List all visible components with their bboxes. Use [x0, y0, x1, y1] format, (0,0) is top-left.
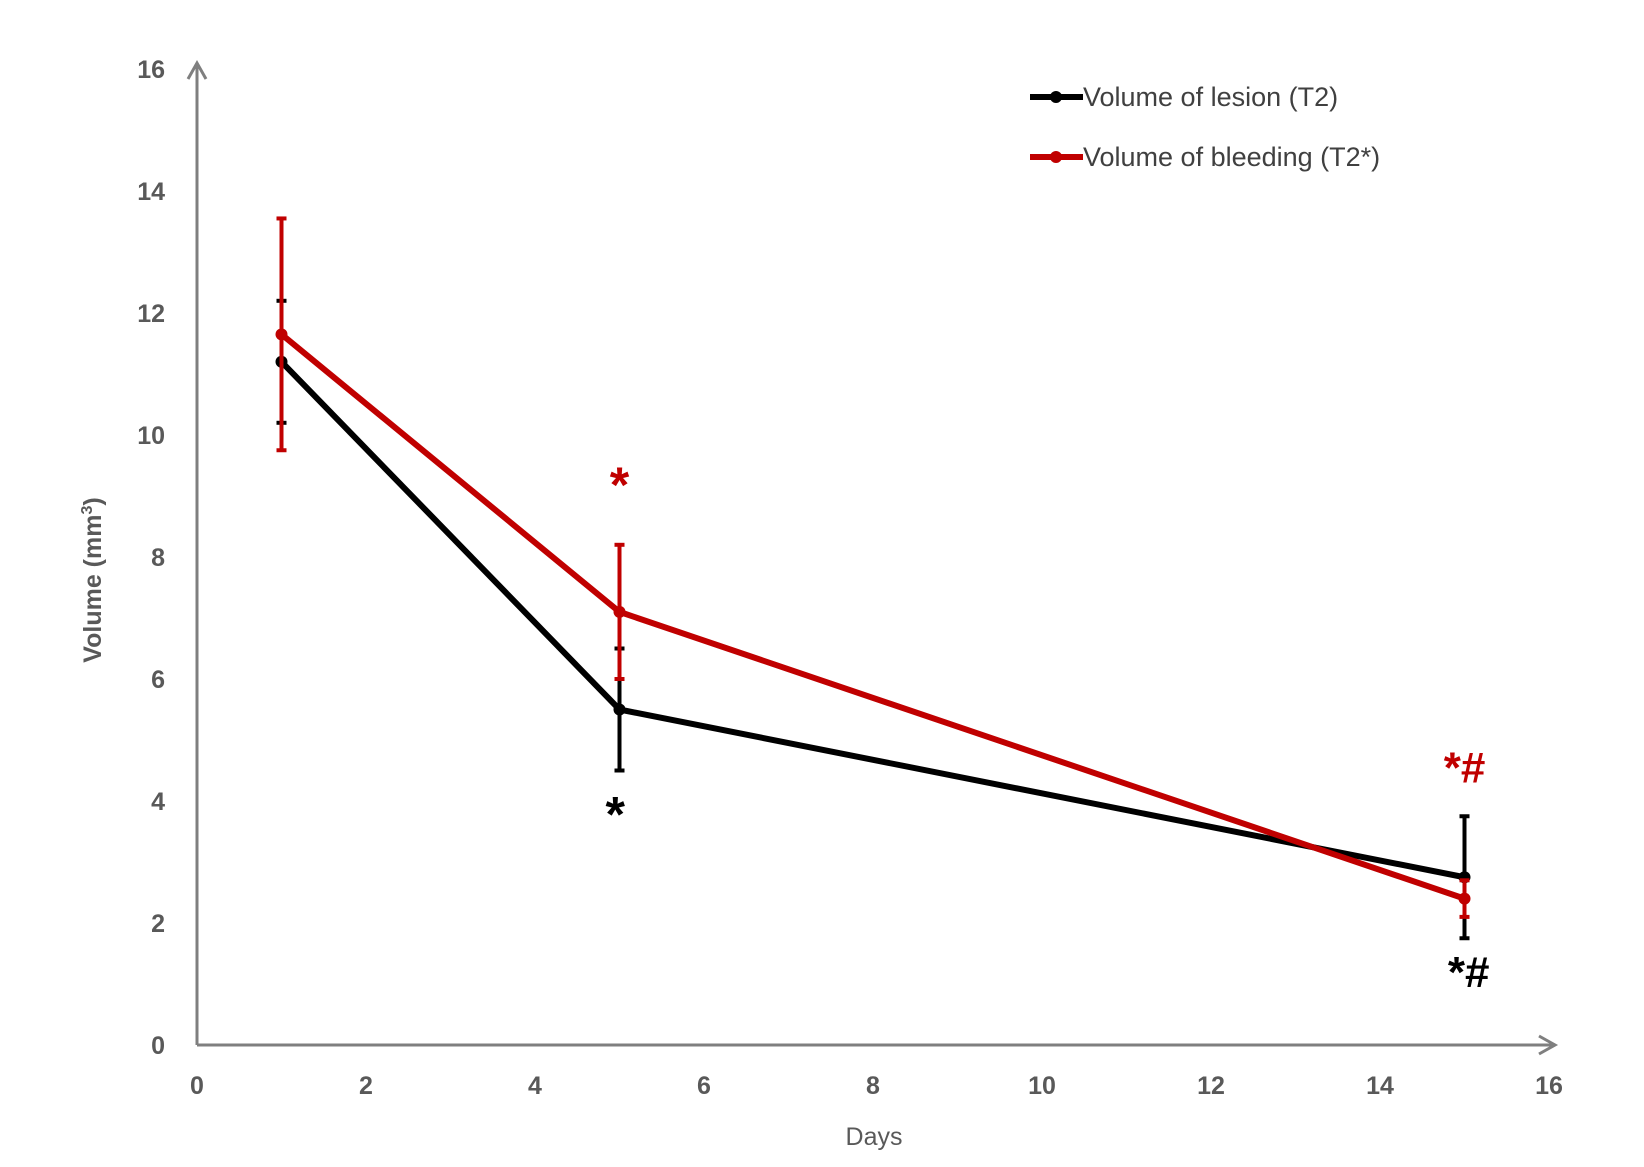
x-tick-label: 0 — [190, 1072, 204, 1100]
y-axis-label-main: Volume (mm — [79, 515, 107, 663]
significance-marker: * — [610, 457, 630, 513]
y-tick-label: 12 — [137, 300, 165, 328]
x-tick-label: 16 — [1535, 1072, 1563, 1100]
series-group — [275, 216, 1471, 941]
significance-marker: *# — [1444, 744, 1486, 793]
data-point — [613, 605, 626, 618]
significance-marker: *# — [1448, 948, 1490, 997]
y-tick-label: 6 — [151, 666, 165, 694]
series-line — [279, 359, 1466, 881]
data-point — [613, 703, 626, 716]
x-tick-label: 4 — [528, 1072, 542, 1100]
x-axis-label: Days — [846, 1123, 903, 1151]
y-tick-label: 14 — [137, 178, 165, 206]
y-tick-label: 4 — [151, 788, 165, 816]
legend-swatch-marker — [1050, 151, 1062, 163]
legend-item: Volume of bleeding (T2*) — [1030, 142, 1380, 172]
legend-item: Volume of lesion (T2) — [1030, 82, 1338, 112]
y-tick-label: 0 — [151, 1032, 165, 1060]
y-tick-label: 8 — [151, 544, 165, 572]
x-tick-label: 14 — [1366, 1072, 1394, 1100]
legend-label: Volume of bleeding (T2*) — [1083, 142, 1380, 172]
x-tick-label: 10 — [1028, 1072, 1056, 1100]
x-tick-label: 12 — [1197, 1072, 1225, 1100]
y-tick-label: 16 — [137, 56, 165, 84]
axes — [186, 59, 1559, 1056]
legend-swatch-marker — [1050, 91, 1062, 103]
data-point — [1458, 892, 1471, 905]
y-axis-arrow — [186, 59, 208, 80]
y-axis-label: Volume (mm3) — [79, 497, 107, 662]
x-tick-label: 2 — [359, 1072, 373, 1100]
x-tick-label: 6 — [697, 1072, 711, 1100]
tick-labels: 0 2 4 6 8 10 12 14 16 0 2 4 6 8 10 12 14 16 — [137, 56, 1563, 1100]
x-axis-arrow — [1538, 1034, 1559, 1056]
series-line — [279, 332, 1466, 902]
y-axis-label-close: ) — [79, 497, 107, 505]
significance-marker: * — [606, 787, 626, 843]
y-tick-label: 10 — [137, 422, 165, 450]
data-point — [275, 328, 288, 341]
x-tick-label: 8 — [866, 1072, 880, 1100]
series-bleeding — [275, 216, 1471, 919]
y-tick-label: 2 — [151, 910, 165, 938]
legend: Volume of lesion (T2) Volume of bleeding … — [1030, 82, 1380, 172]
annotations: * * *# *# — [606, 457, 1490, 997]
y-axis-label-sup: 3 — [79, 506, 96, 515]
legend-label: Volume of lesion (T2) — [1083, 82, 1338, 112]
